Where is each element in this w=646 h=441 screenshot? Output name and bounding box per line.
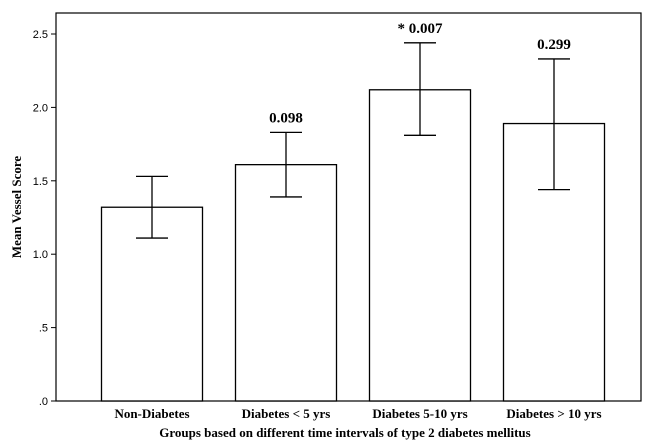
bars: 0.098 * 0.007 0.299 xyxy=(100,21,606,402)
x-axis-title: Groups based on different time intervals… xyxy=(159,425,530,440)
y-tick-label: 1.0 xyxy=(33,249,48,261)
x-tick-label: Diabetes < 5 yrs xyxy=(242,406,331,421)
plot-frame xyxy=(55,12,642,402)
y-tick-label: 1.5 xyxy=(33,176,48,188)
y-tick-label: 2.5 xyxy=(33,29,48,41)
y-tick-label: .0 xyxy=(39,396,48,408)
x-tick-label: Non-Diabetes xyxy=(114,406,189,421)
x-tick-label: Diabetes > 10 yrs xyxy=(506,406,601,421)
bar-annotation: 0.299 xyxy=(537,37,571,53)
x-tick-label: Diabetes 5-10 yrs xyxy=(372,406,467,421)
y-axis: .0 .5 1.0 1.5 2.0 2.5 xyxy=(33,29,56,408)
y-tick-label: .5 xyxy=(39,323,48,335)
bar xyxy=(234,164,338,402)
bar xyxy=(368,89,472,402)
bar-annotation: 0.098 xyxy=(269,110,303,126)
bar-annotation: * 0.007 xyxy=(398,21,444,37)
y-axis-title: Mean Vessel Score xyxy=(9,156,24,259)
y-tick-label: 2.0 xyxy=(33,102,48,114)
x-axis: Non-Diabetes Diabetes < 5 yrs Diabetes 5-1… xyxy=(114,406,601,421)
